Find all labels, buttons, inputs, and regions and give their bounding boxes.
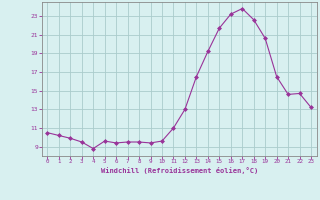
X-axis label: Windchill (Refroidissement éolien,°C): Windchill (Refroidissement éolien,°C) <box>100 167 258 174</box>
